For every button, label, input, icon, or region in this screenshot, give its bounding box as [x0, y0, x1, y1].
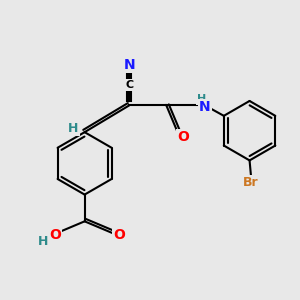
Text: N: N [123, 58, 135, 72]
Text: N: N [199, 100, 211, 114]
Text: C: C [125, 80, 133, 90]
Text: O: O [113, 228, 125, 242]
Text: H: H [197, 94, 206, 104]
Text: Br: Br [243, 176, 259, 189]
Text: O: O [49, 228, 61, 242]
Text: H: H [38, 235, 48, 248]
Text: H: H [68, 122, 79, 135]
Text: O: O [177, 130, 189, 144]
